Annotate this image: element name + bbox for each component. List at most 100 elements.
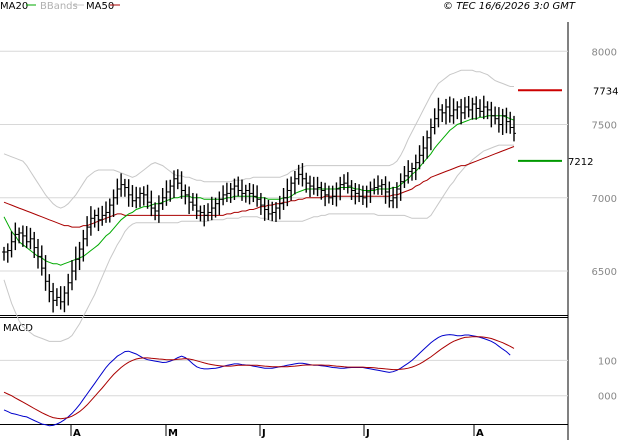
price-bar [372,178,377,195]
price-bar [164,180,169,206]
price-bar [107,198,112,223]
price-bar [130,185,135,208]
price-bar [202,204,207,227]
price-bar [270,201,275,222]
price-bar [58,286,63,310]
price-bar [432,108,437,135]
price-bar [175,169,180,190]
price-bar [466,95,471,118]
price-bar [221,185,226,206]
price-bar [485,101,490,120]
price-bar [455,101,460,120]
price-bar [9,231,14,258]
price-bar [217,191,222,215]
price-bar [255,185,260,207]
price-bar [73,246,78,281]
price-bar [179,171,184,199]
price-bar [425,130,430,159]
price-bar [496,107,501,133]
price-bar [28,227,33,250]
price-bar [334,182,339,207]
price-bar [353,183,358,205]
price-bar [406,160,411,184]
price-bar [51,282,56,313]
price-bar [81,229,86,262]
price-bar [481,95,486,120]
macd-tick-label: 000 [598,392,617,403]
price-bar [36,238,40,269]
price-bar [243,184,248,203]
price-bar [194,193,199,220]
ma20-line [3,115,515,266]
price-bar [444,98,448,125]
price-bar [493,106,498,125]
price-bar [20,225,25,247]
price-bar [17,227,22,244]
price-bar [32,231,37,259]
price-bar [247,183,252,205]
price-overlays [3,69,515,342]
month-tick-label: J [365,428,370,439]
price-bar [183,184,188,205]
price-bar [104,201,108,223]
price-bar [47,274,52,303]
price-bar [508,111,513,134]
macd-tick-label: 100 [598,356,617,367]
price-bar [447,96,452,123]
price-bar [292,170,297,195]
price-bar [126,179,131,207]
price-bar [376,175,380,195]
price-bar [428,118,433,151]
price-bar [308,175,312,198]
price-bar [206,203,210,222]
price-bar [323,182,328,207]
price-bar [319,181,324,200]
price-bar [326,185,331,204]
price-bar [145,184,150,209]
price-bar [338,176,343,201]
month-tick-label: J [261,428,266,439]
price-bar [5,243,10,263]
price-bar [198,205,203,222]
price-bars [2,95,516,313]
price-bar [274,202,278,222]
price-bar [122,178,127,197]
month-tick-label: A [73,428,81,439]
price-bar [387,181,392,208]
macd-panel-title: MACD [3,323,33,334]
price-bar [277,195,282,220]
price-bar [379,179,384,196]
price-grid: 8000 7500 7000 6500 [0,47,617,278]
price-bar [410,162,414,181]
macd-signal-line [3,336,515,420]
price-bar [285,178,290,207]
price-bar [462,97,467,120]
price-bar [402,166,407,188]
price-bar [236,176,241,197]
price-bar [360,185,365,205]
price-bar [342,174,346,191]
price-bar [96,207,101,232]
price-bar [149,190,154,217]
price-bar [54,288,59,307]
ma50-line [3,146,515,228]
price-bar [311,176,316,195]
price-bar [160,187,165,210]
price-bar [470,97,475,120]
month-tick-label: A [476,428,484,439]
legend-ma20-label: MA20 [0,1,28,12]
price-bar [88,206,93,236]
price-bar [187,186,192,215]
price-bar [138,187,142,208]
price-bar [70,260,74,291]
price-bar [224,182,229,203]
price-bar [512,115,516,142]
macd-lines [3,334,515,427]
price-bar [77,241,82,271]
price-tick-label: 8000 [592,47,617,58]
price-bar [500,108,505,135]
price-tick-label: 7000 [592,194,617,205]
price-bar [451,98,456,124]
